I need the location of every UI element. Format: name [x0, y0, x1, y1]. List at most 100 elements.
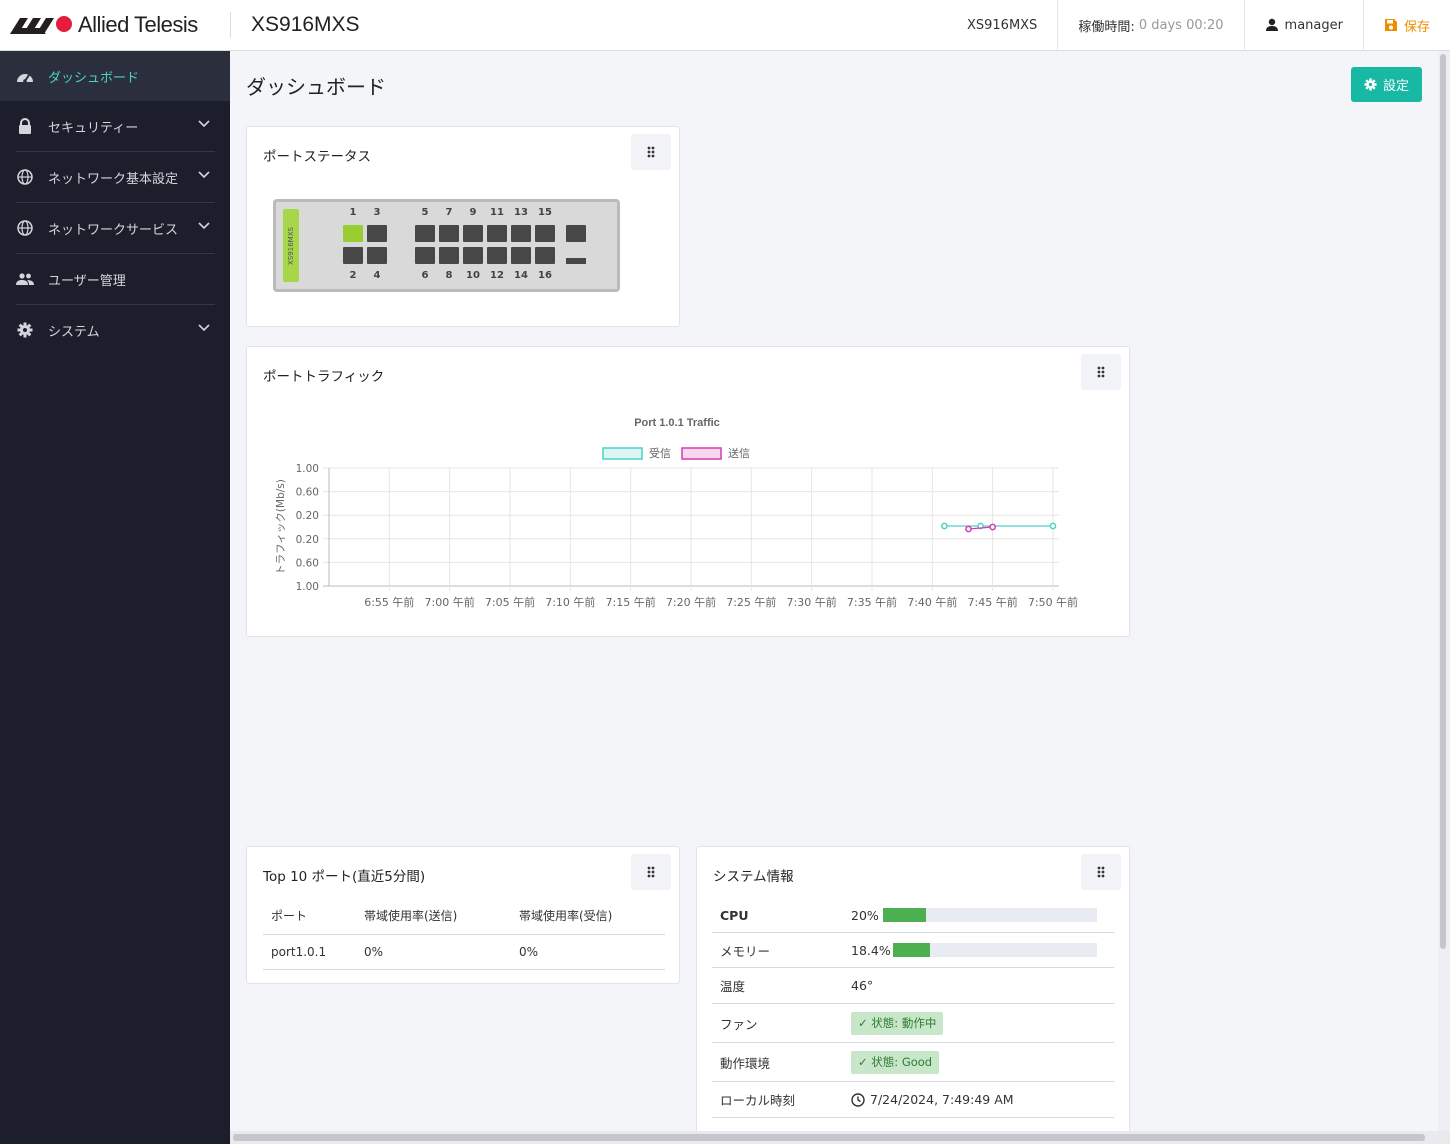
y-tick-label: 1.00: [296, 581, 319, 593]
page-title: ダッシュボード: [246, 75, 386, 99]
port-8[interactable]: [439, 247, 459, 264]
port-number: 13: [514, 207, 528, 218]
sidebar-item-label: ネットワークサービス: [48, 222, 179, 238]
sidebar-item-label: ユーザー管理: [48, 273, 126, 289]
settings-button[interactable]: 設定: [1351, 67, 1422, 102]
sidebar-item-label: ネットワーク基本設定: [48, 171, 179, 187]
fan-row: ファン ✓ 状態: 動作中: [712, 1004, 1114, 1043]
save-label: 保存: [1403, 19, 1430, 35]
legend-label: 受信: [649, 447, 671, 460]
port-9[interactable]: [463, 225, 483, 242]
port-13[interactable]: [511, 225, 531, 242]
legend-swatch: [602, 447, 643, 460]
port-3[interactable]: [367, 225, 387, 242]
gear-icon: [1364, 78, 1377, 91]
system-info-card: システム情報: [696, 846, 1130, 1131]
y-tick-label: 1.00: [296, 463, 319, 475]
column-header: 帯域使用率(送信): [356, 898, 511, 935]
top10-ports-card: Top 10 ポート(直近5分間) ポート 帯域使用率(送信) 帯域使用率(受信…: [246, 846, 680, 984]
sidebar-item-system[interactable]: システム: [0, 305, 230, 355]
port-6[interactable]: [415, 247, 435, 264]
table-cell: 0%: [511, 934, 665, 970]
port-number: 15: [538, 207, 552, 218]
local-time-label: ローカル時刻: [720, 1093, 796, 1108]
data-point: [989, 523, 996, 531]
save-button[interactable]: 保存: [1362, 0, 1450, 50]
port-11[interactable]: [487, 225, 507, 242]
chevron-down-icon: [198, 324, 210, 332]
drag-handle-icon: [1097, 366, 1105, 378]
cpu-usage-fill: [883, 908, 926, 922]
sfp-port[interactable]: [566, 225, 586, 242]
table-row[interactable]: port1.0.1 0% 0%: [263, 934, 665, 970]
port-number: 14: [514, 270, 528, 281]
port-1[interactable]: [343, 225, 363, 242]
drag-handle[interactable]: [631, 134, 671, 170]
port-number: 5: [421, 207, 429, 218]
environment-label: 動作環境: [720, 1055, 771, 1071]
temperature-label: 温度: [720, 979, 746, 994]
port-15[interactable]: [535, 225, 555, 242]
sidebar-item-label: ダッシュボード: [48, 70, 140, 86]
uptime: 稼働時間: 0 days 00:20: [1057, 0, 1243, 50]
port-14[interactable]: [511, 247, 531, 264]
chart-title: Port 1.0.1 Traffic: [634, 417, 720, 429]
sidebar-item-user-management[interactable]: ユーザー管理: [0, 254, 230, 304]
sidebar-item-network-services[interactable]: ネットワークサービス: [0, 203, 230, 253]
port-number: 2: [349, 270, 357, 281]
vertical-scrollbar[interactable]: [1440, 54, 1446, 949]
chevron-down-icon: [198, 171, 210, 179]
memory-usage-bar: [893, 943, 1097, 957]
table-cell: 0%: [356, 934, 511, 970]
sidebar-item-security[interactable]: セキュリティー: [0, 101, 230, 151]
y-tick-label: 0.60: [296, 487, 319, 499]
port-number: 7: [445, 207, 453, 218]
port-16[interactable]: [535, 247, 555, 264]
port-10[interactable]: [463, 247, 483, 264]
environment-status-badge: ✓ 状態: Good: [851, 1050, 940, 1074]
y-tick-label: 0.20: [296, 510, 319, 522]
legend-swatch: [681, 447, 722, 460]
sidebar-item-dashboard[interactable]: ダッシュボード: [0, 51, 230, 101]
brand-name: Allied Telesis: [78, 12, 198, 37]
port-number: 16: [538, 270, 552, 281]
user-icon: [1265, 18, 1278, 31]
data-point: [965, 525, 972, 533]
allied-telesis-logo[interactable]: Allied Telesis: [0, 0, 230, 50]
user-menu[interactable]: manager: [1243, 0, 1363, 50]
sidebar-item-network-basic[interactable]: ネットワーク基本設定: [0, 152, 230, 202]
drag-handle[interactable]: [1081, 354, 1121, 390]
port-7[interactable]: [439, 225, 459, 242]
y-tick-label: 0.20: [296, 534, 319, 546]
x-tick-label: 7:40 午前: [907, 595, 957, 609]
memory-row: メモリー 18.4%: [712, 933, 1114, 968]
sidebar: ダッシュボード セキュリティー ネットワーク基本設定 ネットワークサービス ユー…: [0, 51, 230, 1144]
port-2[interactable]: [343, 247, 363, 264]
fan-label: ファン: [720, 1016, 758, 1032]
user-name: manager: [1284, 17, 1343, 33]
port-12[interactable]: [487, 247, 507, 264]
hostname: XS916MXS: [966, 17, 1038, 33]
uptime-label: 稼働時間:: [1078, 19, 1135, 35]
fan-status-badge: ✓ 状態: 動作中: [851, 1011, 944, 1035]
settings-label: 設定: [1382, 78, 1409, 93]
divider: [16, 202, 215, 203]
memory-value: 18.4%: [851, 942, 891, 958]
port-5[interactable]: [415, 225, 435, 242]
data-point: [941, 522, 948, 530]
top-bar: Allied Telesis XS916MXS XS916MXS 稼働時間: 0…: [0, 0, 1450, 51]
drag-handle-icon: [647, 866, 655, 878]
drag-handle-icon: [647, 146, 655, 158]
port-traffic-card: ポートトラフィック Port 1.0.1 Traffic 受信 送信 1.00 0.60…: [246, 346, 1130, 637]
x-tick-label: 7:15 午前: [606, 595, 656, 609]
drag-handle[interactable]: [631, 854, 671, 890]
cpu-value: 20%: [851, 907, 879, 923]
series-line: [968, 526, 993, 530]
port-4[interactable]: [367, 247, 387, 264]
chevron-down-icon: [198, 222, 210, 230]
port-number: 10: [466, 270, 480, 281]
drag-handle[interactable]: [1081, 854, 1121, 890]
environment-row: 動作環境 ✓ 状態: Good: [712, 1043, 1114, 1082]
x-tick-label: 7:00 午前: [425, 595, 475, 609]
horizontal-scrollbar[interactable]: [233, 1134, 1425, 1141]
